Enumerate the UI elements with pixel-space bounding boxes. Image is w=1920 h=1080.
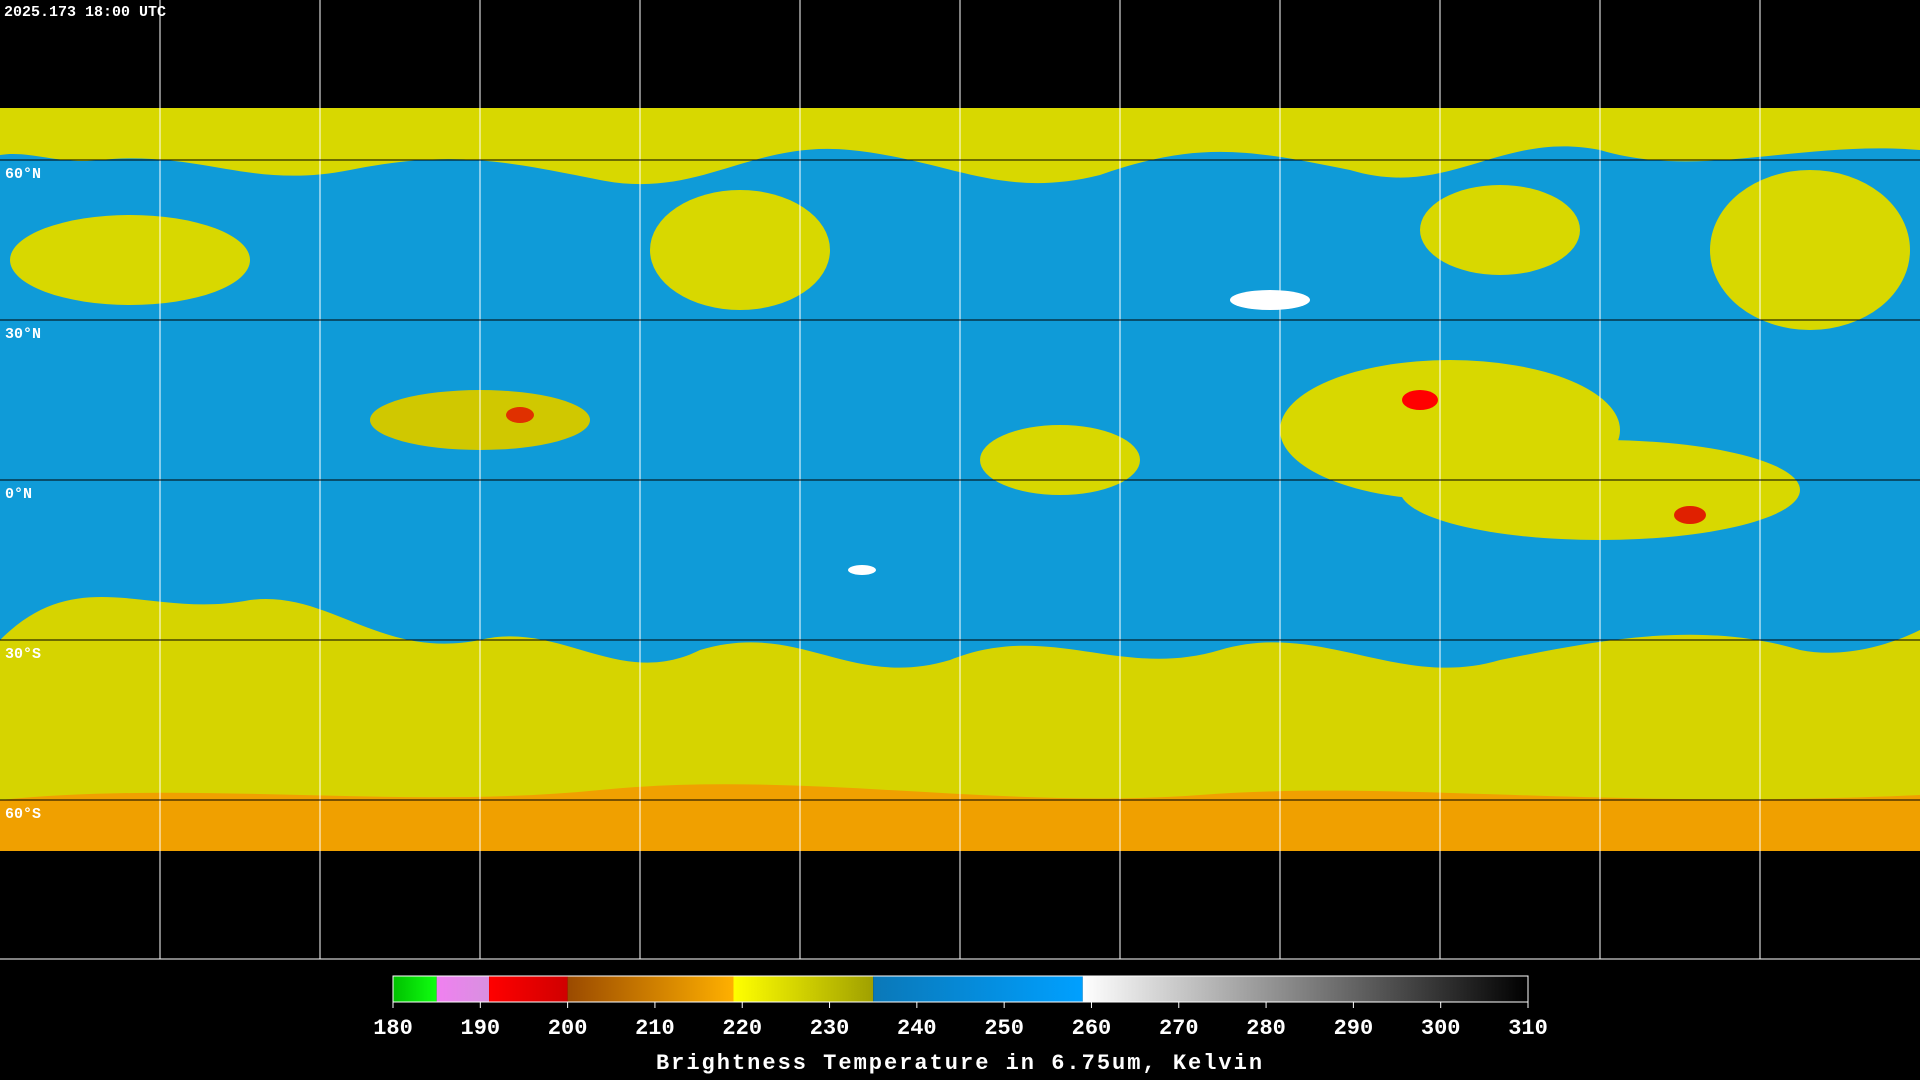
colorbar-segment [873, 976, 1083, 1002]
colorbar-tick-label: 250 [984, 1016, 1024, 1041]
colorbar-tick-label: 220 [722, 1016, 762, 1041]
colorbar-title: Brightness Temperature in 6.75um, Kelvin [656, 1051, 1264, 1076]
colorbar-segment [1082, 976, 1528, 1002]
colorbar-segment [489, 976, 568, 1002]
latitude-label: 30°S [5, 646, 41, 663]
colorbar-segment [733, 976, 874, 1002]
cloud [1710, 170, 1910, 330]
graticule [0, 0, 1920, 960]
cloud [10, 215, 250, 305]
convection [506, 407, 534, 423]
colorbar-segment [436, 976, 490, 1002]
colorbar-tick-label: 200 [548, 1016, 588, 1041]
colorbar-tick-label: 310 [1508, 1016, 1548, 1041]
colorbar-tick-label: 180 [373, 1016, 413, 1041]
convection [1402, 390, 1438, 410]
cloud [1420, 185, 1580, 275]
dry-area [848, 565, 876, 575]
colorbar-segment [567, 976, 734, 1002]
colorbar-tick-label: 230 [810, 1016, 850, 1041]
latitude-label: 0°N [5, 486, 32, 503]
latitude-label: 60°N [5, 166, 41, 183]
colorbar-frame [392, 975, 1529, 1003]
colorbar-tick-label: 210 [635, 1016, 675, 1041]
latitude-label: 60°S [5, 806, 41, 823]
latitude-label: 30°N [5, 326, 41, 343]
colorbar-tick-label: 190 [461, 1016, 501, 1041]
convection [1674, 506, 1706, 524]
colorbar-tick-label: 280 [1246, 1016, 1286, 1041]
colorbar-tick-label: 290 [1334, 1016, 1374, 1041]
colorbar-tick-label: 270 [1159, 1016, 1199, 1041]
colorbar-segment [393, 976, 437, 1002]
colorbar-tick-label: 240 [897, 1016, 937, 1041]
colorbar: 180 190 200 210 220 230 240 250 260 270 280 290 300 3… [373, 975, 1548, 1041]
dry-area [1230, 290, 1310, 310]
timestamp: 2025.173 18:00 UTC [4, 4, 166, 21]
colorbar-tick-label: 260 [1072, 1016, 1112, 1041]
colorbar-tick-label: 300 [1421, 1016, 1461, 1041]
cloud [980, 425, 1140, 495]
latitude-labels: 60°N 30°N 0°N 30°S 60°S [5, 166, 41, 823]
cloud [650, 190, 830, 310]
